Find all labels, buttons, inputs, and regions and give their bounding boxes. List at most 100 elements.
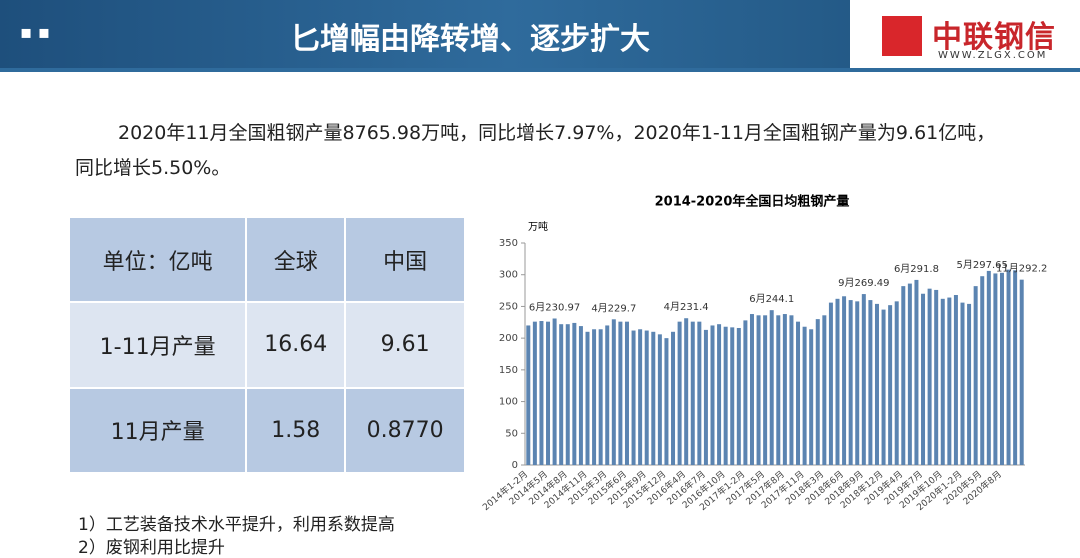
- bar: [618, 321, 623, 465]
- chart-title: 2014-2020年全国日均粗钢产量: [655, 194, 850, 210]
- bar: [861, 294, 866, 465]
- bar: [671, 331, 676, 465]
- bar: [888, 305, 893, 465]
- bar: [690, 321, 695, 465]
- bar: [986, 270, 991, 465]
- bar: [572, 322, 577, 465]
- bar: [927, 288, 932, 465]
- bar: [881, 309, 886, 465]
- bar: [710, 325, 715, 465]
- bar: [769, 310, 774, 465]
- bar: [743, 320, 748, 465]
- paragraph-line: 同比增长5.50%。: [75, 157, 231, 179]
- y-tick-label: 50: [505, 428, 518, 439]
- y-tick-label: 250: [499, 301, 518, 312]
- bar: [848, 300, 853, 465]
- value-label: 4月231.4: [664, 301, 709, 313]
- bar: [703, 329, 708, 465]
- bar: [802, 326, 807, 465]
- bar: [657, 334, 662, 465]
- logo-url: WWW.ZLGX.COM: [938, 50, 1048, 61]
- bar: [565, 324, 570, 465]
- bar: [947, 297, 952, 465]
- bar: [828, 302, 833, 465]
- bar: [999, 272, 1004, 465]
- table-cell: 11月产量: [67, 386, 248, 475]
- value-label: 11月292.2: [996, 263, 1047, 275]
- bar: [776, 315, 781, 465]
- table-cell: 0.8770: [344, 386, 466, 475]
- value-label: 4月229.7: [591, 302, 636, 314]
- bar: [684, 318, 689, 465]
- note: 2）废钢利用比提升: [78, 538, 225, 558]
- header: ▪ ▪ 匕增幅由降转增、逐步扩大: [0, 0, 850, 68]
- logo-text: 中联钢信: [932, 20, 1056, 55]
- bar: [605, 325, 610, 465]
- bar: [914, 279, 919, 465]
- bar: [855, 301, 860, 465]
- table-cell: 单位：亿吨: [67, 215, 248, 304]
- bar: [546, 321, 551, 465]
- bar: [624, 321, 629, 465]
- bar: [868, 300, 873, 465]
- bar: [782, 314, 787, 465]
- bar: [973, 286, 978, 465]
- value-label: 9月269.49: [838, 277, 889, 289]
- bar: [921, 293, 926, 465]
- table-cell: 9.61: [344, 301, 466, 389]
- bar: [644, 330, 649, 465]
- bar: [953, 295, 958, 465]
- bar: [677, 321, 682, 465]
- bar: [532, 321, 537, 465]
- bar: [585, 331, 590, 465]
- bar: [789, 315, 794, 465]
- bar: [809, 329, 814, 465]
- table-cell: 16.64: [245, 301, 347, 389]
- bar: [901, 286, 906, 465]
- bar: [559, 324, 564, 465]
- bar: [756, 315, 761, 465]
- table-cell: 中国: [344, 215, 466, 304]
- bar: [552, 318, 557, 465]
- header-line: [0, 68, 1080, 72]
- note: 1）工艺装备技术水平提升，利用系数提高: [78, 515, 395, 535]
- bar: [592, 329, 597, 465]
- bar: [1013, 270, 1018, 465]
- value-label: 6月291.8: [894, 263, 939, 275]
- y-tick-label: 150: [499, 365, 518, 376]
- bar: [664, 338, 669, 465]
- y-tick-label: 200: [499, 333, 518, 344]
- bar: [1006, 269, 1011, 465]
- bar: [736, 327, 741, 465]
- bar: [651, 331, 656, 465]
- bar: [1019, 279, 1024, 465]
- bar: [934, 289, 939, 465]
- bar: [638, 329, 643, 465]
- bar: [611, 319, 616, 465]
- bar: [993, 273, 998, 465]
- bar: [815, 319, 820, 465]
- bar: [907, 283, 912, 465]
- bar: [730, 327, 735, 465]
- bar: [723, 326, 728, 465]
- bar: [835, 298, 840, 465]
- y-tick-label: 300: [499, 270, 518, 281]
- bar: [697, 321, 702, 465]
- bar: [822, 315, 827, 465]
- bar: [749, 314, 754, 465]
- bar: [539, 321, 544, 465]
- dots: ▪ ▪: [20, 22, 51, 43]
- bar: [960, 302, 965, 465]
- table-cell: 全球: [245, 215, 347, 304]
- bar: [842, 296, 847, 465]
- value-label: 6月230.97: [529, 301, 580, 313]
- value-label: 5月297.65: [957, 259, 1008, 271]
- bar: [717, 324, 722, 465]
- chart: 2014-2020年全国日均粗钢产量 万吨 0 50 100 150 200 250 300…: [480, 194, 1047, 514]
- bar: [967, 303, 972, 465]
- y-axis-label: 万吨: [528, 220, 548, 233]
- header-title: 匕增幅由降转增、逐步扩大: [290, 22, 650, 57]
- bar: [763, 315, 768, 465]
- y-tick-label: 350: [499, 238, 518, 249]
